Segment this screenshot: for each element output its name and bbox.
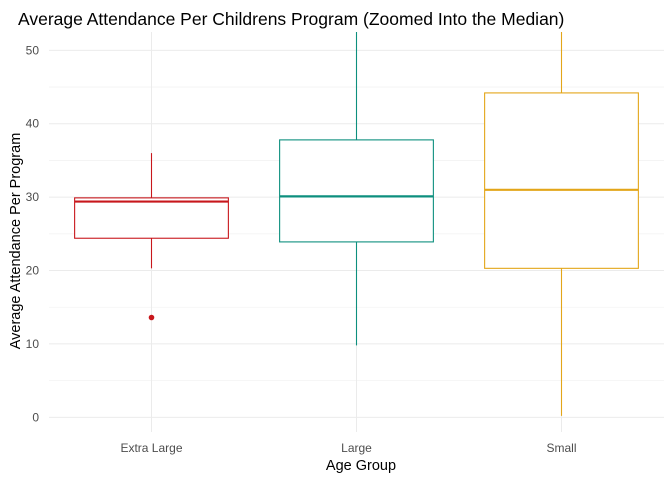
x-axis-ticks: Extra Large Large Small bbox=[120, 441, 576, 455]
box-extra-large bbox=[74, 153, 229, 321]
boxes bbox=[74, 32, 639, 416]
x-tick-label: Small bbox=[546, 441, 576, 455]
y-tick-label: 40 bbox=[26, 117, 40, 131]
y-tick-label: 20 bbox=[26, 264, 40, 278]
y-axis-title: Average Attendance Per Program bbox=[8, 133, 24, 350]
chart-title: Average Attendance Per Childrens Program… bbox=[18, 9, 564, 29]
x-axis-title: Age Group bbox=[326, 458, 396, 474]
outlier-point bbox=[148, 314, 155, 321]
y-tick-label: 0 bbox=[32, 410, 39, 424]
y-tick-label: 30 bbox=[26, 190, 40, 204]
x-tick-label: Large bbox=[341, 441, 372, 455]
y-axis-ticks: 0 10 20 30 40 50 bbox=[26, 43, 40, 424]
x-tick-label: Extra Large bbox=[120, 441, 182, 455]
box-iqr bbox=[484, 92, 639, 269]
box-iqr bbox=[74, 197, 229, 239]
y-tick-label: 50 bbox=[26, 43, 40, 57]
y-tick-label: 10 bbox=[26, 337, 40, 351]
box-small bbox=[484, 32, 639, 416]
box-iqr bbox=[279, 139, 434, 243]
box-large bbox=[279, 32, 434, 346]
